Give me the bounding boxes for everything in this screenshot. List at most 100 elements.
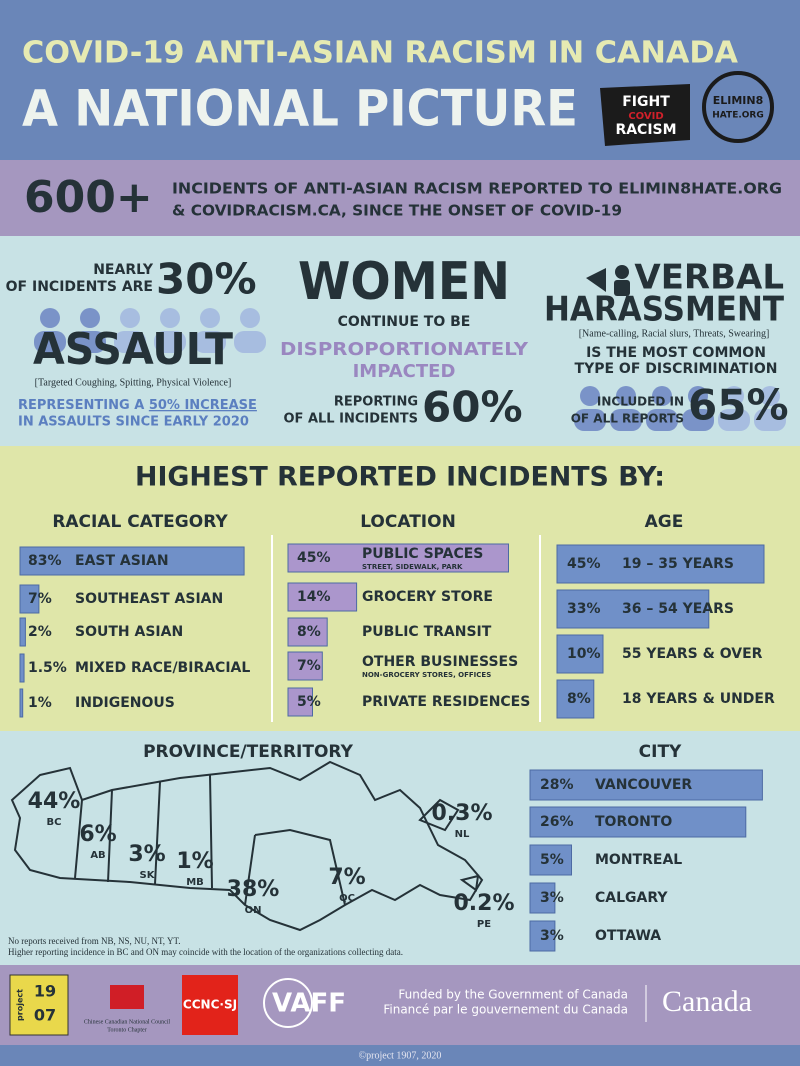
item-name: GROCERY STORE: [362, 589, 493, 605]
item-name: PUBLIC SPACES: [362, 546, 483, 562]
item-sub: STREET, SIDEWALK, PARK: [362, 563, 463, 571]
value-label: 2%: [28, 624, 52, 640]
funded-text: Funded by the Government of Canada: [398, 988, 628, 1002]
region-code: SK: [140, 870, 156, 881]
person-head: [760, 386, 780, 406]
value-label: 7%: [28, 591, 52, 607]
assault-detail: [Targeted Coughing, Spitting, Physical V…: [35, 377, 232, 388]
item-name: TORONTO: [595, 814, 672, 830]
women-emphasis: DISPROPORTIONATELY: [280, 339, 529, 360]
map-note: Higher reporting incidence in BC and ON …: [8, 947, 403, 957]
bar: [19, 653, 25, 683]
women-emphasis: IMPACTED: [353, 361, 456, 382]
person-head: [652, 386, 672, 406]
value-label: 5%: [540, 852, 564, 868]
person-head: [688, 386, 708, 406]
region-percent: 0.2%: [453, 891, 514, 916]
person-body: [154, 331, 186, 353]
value-label: 14%: [297, 589, 331, 605]
region-code: ON: [245, 905, 262, 916]
bar: [19, 546, 245, 576]
value-label: 1.5%: [28, 660, 67, 676]
list-heading: RACIAL CATEGORY: [52, 512, 228, 532]
person-head: [616, 386, 636, 406]
region-percent: 7%: [328, 865, 365, 890]
bar: [287, 617, 328, 647]
bar: [19, 584, 40, 614]
value-label: 1%: [28, 695, 52, 711]
item-name: 36 – 54 YEARS: [622, 601, 734, 617]
assault-lead: NEARLY: [93, 262, 154, 278]
bar: [556, 634, 604, 674]
region-code: NL: [455, 829, 470, 840]
bar: [19, 617, 26, 647]
value-label: 5%: [297, 694, 321, 710]
person-body: [754, 409, 786, 431]
person-body: [610, 409, 642, 431]
bar: [556, 589, 710, 629]
summary-text: & COVIDRACISM.CA, SINCE THE ONSET OF COV…: [172, 202, 622, 220]
region-code: BC: [47, 817, 62, 828]
logo-text: CCNC·SJ: [183, 998, 237, 1012]
value-label: 3%: [540, 890, 564, 906]
region-labels: 44% BC 6% AB 3% SK 1% MB 38% ON 7% QC 0.3% NL 0.2% PE: [28, 789, 515, 930]
funded-text: Financé par le gouvernement du Canada: [383, 1003, 628, 1017]
verbal-line: TYPE OF DISCRIMINATION: [575, 361, 778, 377]
assault-note: REPRESENTING A 50% INCREASE: [18, 398, 257, 413]
women-line: CONTINUE TO BE: [338, 314, 471, 330]
region-percent: 44%: [28, 789, 81, 814]
bar: [287, 582, 358, 612]
item-name: 55 YEARS & OVER: [622, 646, 763, 662]
bar: [529, 806, 747, 838]
person-body: [34, 331, 66, 353]
people-icons: [574, 386, 786, 431]
map-note: No reports received from NB, NS, NU, NT,…: [8, 936, 181, 946]
item-name: MIXED RACE/BIRACIAL: [75, 660, 250, 676]
value-label: 3%: [540, 928, 564, 944]
note-text: REPRESENTING A: [18, 398, 144, 413]
value-label: 45%: [297, 550, 331, 566]
map-band: [0, 731, 800, 965]
value-label: 8%: [297, 624, 321, 640]
summary-text: INCIDENTS OF ANTI-ASIAN RACISM REPORTED …: [172, 180, 782, 198]
summary-band: [0, 160, 800, 236]
verbal-detail: [Name-calling, Racial slurs, Threats, Sw…: [579, 328, 770, 339]
person-body: [718, 409, 750, 431]
value-label: 28%: [540, 777, 574, 793]
list-heading: LOCATION: [360, 512, 456, 532]
list-heading: AGE: [645, 512, 684, 532]
women-reporting: REPORTING: [334, 395, 418, 410]
logo-text: COVID: [628, 111, 663, 122]
bar: [529, 844, 572, 876]
region-percent: 38%: [227, 877, 280, 902]
item-name: VANCOUVER: [595, 777, 692, 793]
bar: [556, 544, 765, 584]
assault-headline: ASSAULT: [33, 324, 233, 375]
verbal-included: INCLUDED IN: [597, 395, 684, 409]
verbal-headline: HARASSMENT: [544, 290, 785, 330]
value-label: 26%: [540, 814, 574, 830]
logo-vaff-ring: [263, 978, 313, 1028]
region-code: AB: [90, 850, 105, 861]
item-name: SOUTHEAST ASIAN: [75, 591, 223, 607]
item-name: MONTREAL: [595, 852, 682, 868]
bar: [556, 679, 595, 719]
bar: [287, 687, 313, 717]
logo-text: Chinese Canadian National Council: [84, 1019, 170, 1025]
logo-text: project: [16, 989, 25, 1021]
region-percent: 6%: [79, 822, 116, 847]
value-label: 83%: [28, 553, 62, 569]
bar: [19, 688, 24, 718]
value-label: 10%: [567, 646, 601, 662]
logo-project: project 19 07: [9, 974, 69, 1036]
person-head: [240, 308, 260, 328]
section-title: HIGHEST REPORTED INCIDENTS BY:: [135, 462, 665, 493]
logo-text: ELIMIN8: [713, 94, 764, 107]
item-name: 19 – 35 YEARS: [622, 556, 734, 572]
value-label: 45%: [567, 556, 601, 572]
item-name: OTHER BUSINESSES: [362, 654, 518, 670]
logo-cccnc: Chinese Canadian National Council Toront…: [84, 985, 170, 1033]
assault-percent: 30%: [156, 255, 257, 304]
